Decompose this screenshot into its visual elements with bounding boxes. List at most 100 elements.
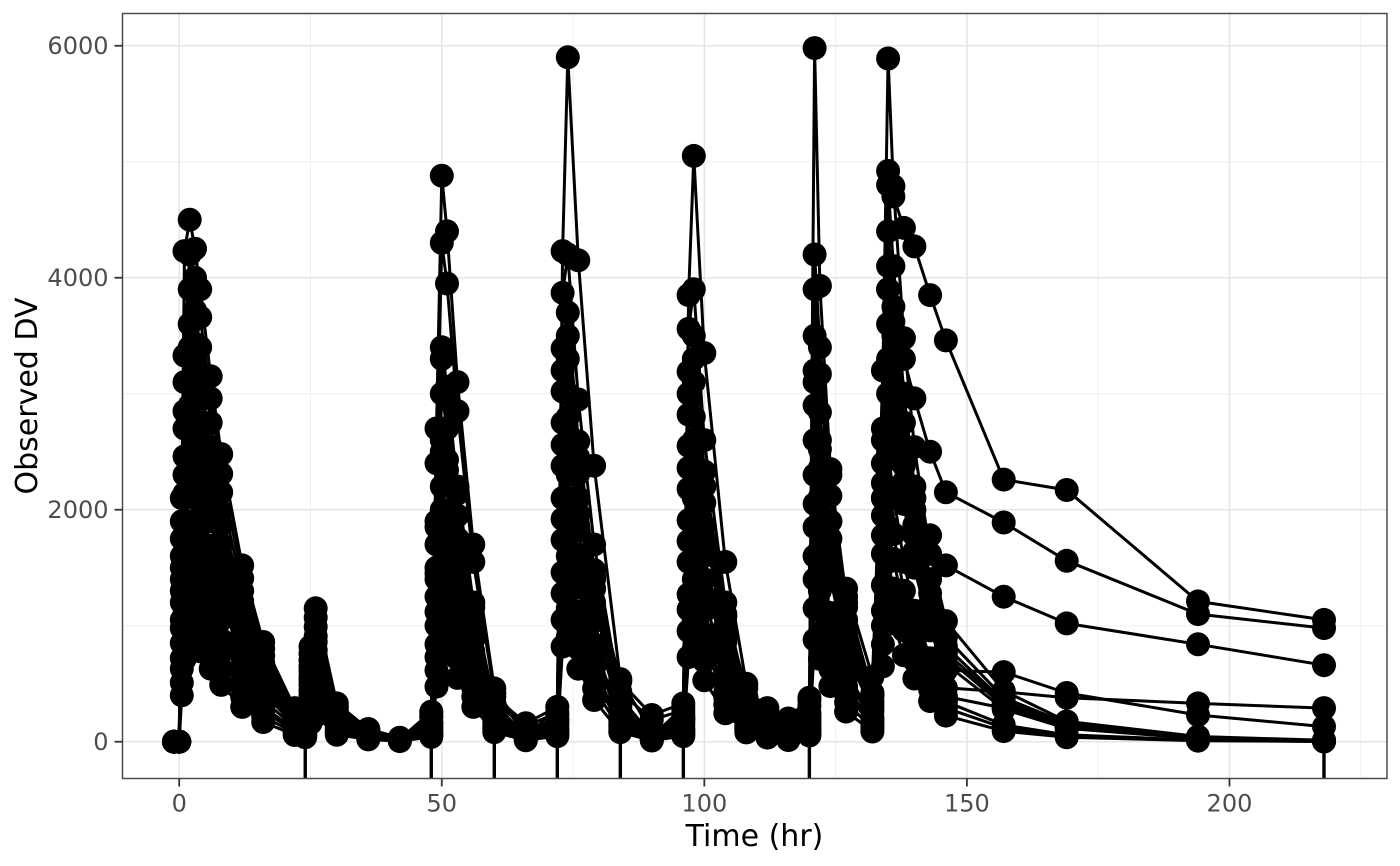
data-point: [435, 271, 459, 296]
data-point: [902, 234, 927, 259]
data-point: [807, 646, 832, 671]
data-point: [860, 681, 885, 705]
data-point: [550, 336, 575, 361]
data-point: [802, 462, 827, 487]
data-point: [876, 515, 901, 540]
data-point: [429, 163, 454, 188]
data-point: [802, 277, 827, 302]
data-point: [1186, 691, 1210, 716]
data-point: [429, 520, 454, 545]
data-point: [681, 532, 706, 557]
data-point: [681, 428, 706, 453]
data-point: [1054, 478, 1079, 502]
data-point: [876, 159, 901, 183]
data-point: [387, 729, 412, 754]
data-point: [671, 724, 696, 749]
data-point: [991, 467, 1016, 492]
data-point: [555, 300, 580, 325]
data-point: [681, 607, 706, 632]
data-point: [230, 589, 255, 614]
data-point: [881, 416, 906, 441]
data-point: [713, 626, 738, 651]
data-point: [555, 567, 580, 592]
data-point: [681, 143, 706, 168]
data-point: [692, 341, 717, 366]
data-point: [881, 611, 906, 636]
data-point: [251, 710, 276, 734]
data-point: [933, 480, 958, 505]
data-point: [1054, 725, 1079, 750]
data-point: [681, 636, 706, 661]
data-point: [183, 486, 207, 511]
data-point: [555, 45, 580, 70]
data-point: [639, 728, 664, 753]
data-point: [933, 703, 958, 728]
data-point: [555, 486, 580, 511]
data-point: [881, 184, 906, 209]
data-point: [209, 461, 234, 486]
data-point: [429, 497, 454, 522]
data-point: [713, 602, 738, 627]
data-point: [802, 36, 827, 61]
data-point: [802, 567, 827, 592]
data-point: [734, 685, 759, 710]
data-point: [676, 283, 701, 308]
data-point: [324, 722, 349, 747]
data-point: [681, 509, 706, 534]
data-point: [429, 346, 454, 371]
data-point: [177, 242, 202, 267]
data-point: [891, 643, 916, 668]
data-point: [555, 625, 580, 650]
data-point: [303, 605, 328, 630]
y-tick-label: 2000: [47, 496, 108, 524]
data-point: [676, 359, 701, 384]
data-point: [230, 617, 255, 642]
data-point: [891, 215, 916, 240]
data-point: [566, 248, 591, 273]
data-point: [818, 674, 843, 699]
data-point: [870, 654, 895, 679]
data-point: [713, 549, 738, 574]
data-point: [550, 379, 575, 404]
data-point: [555, 544, 580, 569]
data-point: [870, 632, 895, 657]
data-point: [918, 689, 943, 714]
data-point: [1054, 685, 1079, 710]
data-point: [1312, 729, 1336, 754]
data-point: [881, 309, 906, 334]
y-tick-label: 0: [93, 728, 108, 756]
data-point: [169, 683, 194, 708]
data-point: [802, 393, 827, 418]
data-point: [1186, 632, 1210, 657]
data-point: [692, 668, 717, 693]
data-point: [802, 544, 827, 569]
data-point: [933, 328, 958, 353]
panel-border: [121, 12, 1388, 780]
data-point: [776, 728, 801, 753]
data-point: [608, 720, 633, 745]
data-point: [545, 724, 570, 749]
data-point: [188, 365, 213, 390]
data-point: [513, 728, 538, 753]
data-points: [162, 36, 1336, 754]
data-point: [902, 386, 927, 411]
data-point: [230, 566, 255, 591]
data-point: [188, 639, 213, 664]
panel-background: [122, 13, 1387, 779]
data-point: [876, 254, 901, 279]
data-point: [681, 404, 706, 429]
data-point: [555, 509, 580, 534]
data-point: [188, 305, 213, 330]
axis-ticks: [114, 44, 1231, 787]
data-point: [807, 437, 832, 462]
data-point: [424, 674, 449, 699]
data-point: [918, 439, 943, 464]
data-point: [419, 724, 444, 749]
data-point: [639, 707, 664, 732]
data-point: [608, 679, 633, 704]
data-point: [681, 486, 706, 511]
data-point: [876, 549, 901, 574]
data-point: [681, 567, 706, 592]
x-tick-label: 200: [1207, 790, 1253, 818]
data-point: [755, 701, 780, 726]
